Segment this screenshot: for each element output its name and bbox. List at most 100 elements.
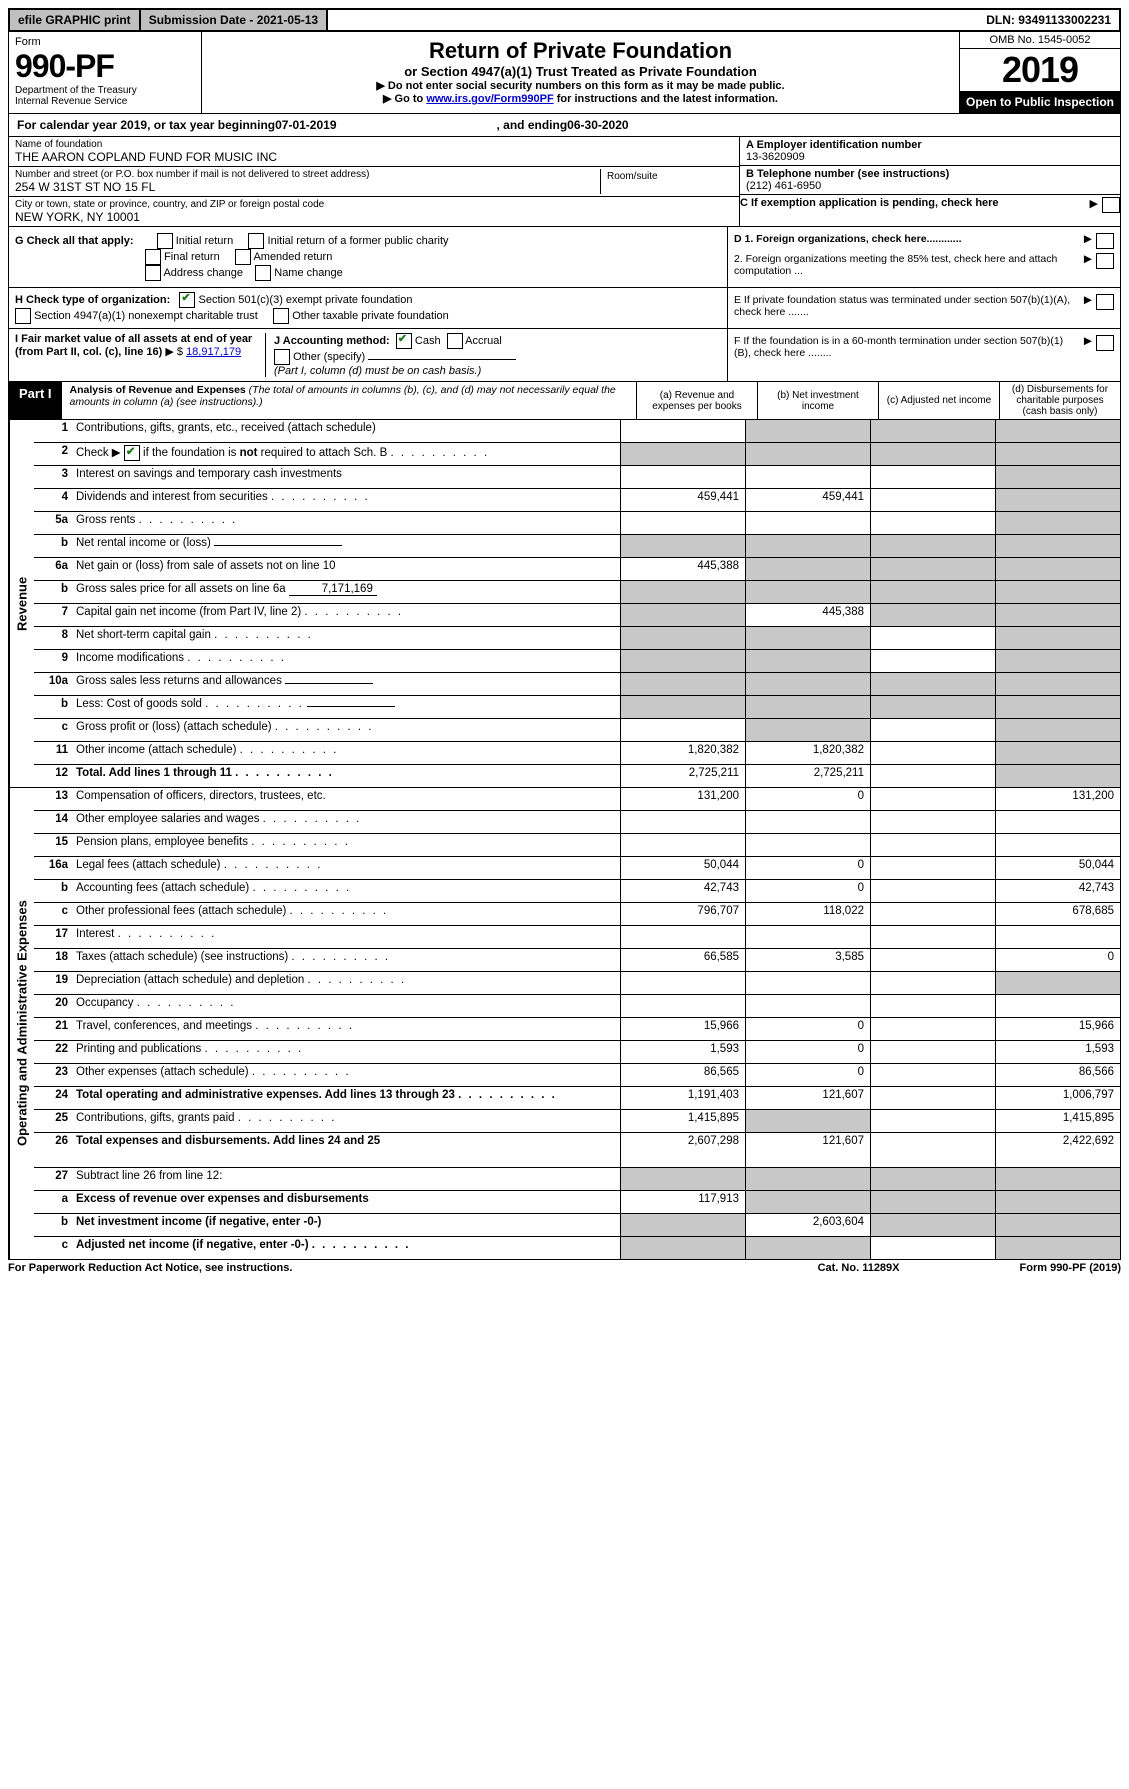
section-g: G Check all that apply: Initial return I…	[8, 227, 1121, 288]
room-suite-label: Room/suite	[601, 169, 733, 194]
submission-date: Submission Date - 2021-05-13	[141, 10, 328, 30]
row-18: Taxes (attach schedule) (see instruction…	[72, 949, 620, 971]
form-header: Form 990-PF Department of the Treasury I…	[8, 32, 1121, 114]
tax-year: 2019	[960, 49, 1120, 91]
row-10c: Gross profit or (loss) (attach schedule)	[72, 719, 620, 741]
g-amended-checkbox[interactable]	[235, 249, 251, 265]
g-label: G Check all that apply:	[15, 235, 134, 247]
col-d-header: (d) Disbursements for charitable purpose…	[999, 382, 1120, 419]
row-6b: Gross sales price for all assets on line…	[72, 581, 620, 603]
row-27b: Net investment income (if negative, ente…	[72, 1214, 620, 1236]
h-501c3-checkbox[interactable]	[179, 292, 195, 308]
e-label: E If private foundation status was termi…	[734, 294, 1080, 318]
revenue-side-label: Revenue	[9, 420, 34, 787]
row-10a: Gross sales less returns and allowances	[72, 673, 620, 695]
top-bar: efile GRAPHIC print Submission Date - 20…	[8, 8, 1121, 32]
row-2-checkbox[interactable]	[124, 445, 140, 461]
row-2: Check ▶ if the foundation is not require…	[72, 443, 620, 465]
d1-label: D 1. Foreign organizations, check here..…	[734, 233, 962, 245]
page-footer: For Paperwork Reduction Act Notice, see …	[8, 1260, 1121, 1274]
d1-checkbox[interactable]	[1096, 233, 1114, 249]
cat-no: Cat. No. 11289X	[818, 1262, 900, 1274]
c-checkbox[interactable]	[1102, 197, 1120, 213]
part1-label: Part I	[9, 382, 62, 419]
foundation-name: THE AARON COPLAND FUND FOR MUSIC INC	[15, 150, 733, 164]
phone-label: B Telephone number (see instructions)	[746, 168, 1114, 180]
g-initial-return-checkbox[interactable]	[157, 233, 173, 249]
section-h: H Check type of organization: Section 50…	[8, 288, 1121, 329]
ein-label: A Employer identification number	[746, 139, 1114, 151]
row-4: Dividends and interest from securities	[72, 489, 620, 511]
d2-checkbox[interactable]	[1096, 253, 1114, 269]
j-accrual-checkbox[interactable]	[447, 333, 463, 349]
form-revision: Form 990-PF (2019)	[1020, 1262, 1121, 1274]
col-a-header: (a) Revenue and expenses per books	[636, 382, 757, 419]
row-10b: Less: Cost of goods sold	[72, 696, 620, 718]
row-20: Occupancy	[72, 995, 620, 1017]
city-state-zip: NEW YORK, NY 10001	[15, 210, 733, 224]
row-11: Other income (attach schedule)	[72, 742, 620, 764]
part1-header: Part I Analysis of Revenue and Expenses …	[8, 382, 1121, 420]
row-16a: Legal fees (attach schedule)	[72, 857, 620, 879]
row-5a: Gross rents	[72, 512, 620, 534]
row-13: Compensation of officers, directors, tru…	[72, 788, 620, 810]
i-fmv-value[interactable]: 18,917,179	[186, 346, 241, 358]
g-address-change-checkbox[interactable]	[145, 265, 161, 281]
revenue-table: Revenue 1Contributions, gifts, grants, e…	[8, 420, 1121, 788]
row-1: Contributions, gifts, grants, etc., rece…	[72, 420, 620, 442]
c-exemption-label: C If exemption application is pending, c…	[740, 197, 1086, 209]
j-label: J Accounting method:	[274, 335, 390, 347]
phone-value: (212) 461-6950	[746, 180, 1114, 192]
form-subtitle: or Section 4947(a)(1) Trust Treated as P…	[208, 64, 953, 79]
j-cash-checkbox[interactable]	[396, 333, 412, 349]
g-name-change-checkbox[interactable]	[255, 265, 271, 281]
calendar-year-row: For calendar year 2019, or tax year begi…	[8, 114, 1121, 137]
e-checkbox[interactable]	[1096, 294, 1114, 310]
dept-irs: Internal Revenue Service	[15, 96, 195, 107]
h-4947-checkbox[interactable]	[15, 308, 31, 324]
j-other-checkbox[interactable]	[274, 349, 290, 365]
row-25: Contributions, gifts, grants paid	[72, 1110, 620, 1132]
row-26: Total expenses and disbursements. Add li…	[72, 1133, 620, 1167]
section-ij: I Fair market value of all assets at end…	[8, 329, 1121, 382]
part1-title: Analysis of Revenue and Expenses	[70, 384, 246, 396]
h-other-taxable-checkbox[interactable]	[273, 308, 289, 324]
omb-number: OMB No. 1545-0052	[960, 32, 1120, 49]
form-label: Form	[15, 36, 195, 48]
expenses-side-label: Operating and Administrative Expenses	[9, 788, 34, 1259]
g-final-return-checkbox[interactable]	[145, 249, 161, 265]
row-12: Total. Add lines 1 through 11	[72, 765, 620, 787]
row-24: Total operating and administrative expen…	[72, 1087, 620, 1109]
f-checkbox[interactable]	[1096, 335, 1114, 351]
entity-info: Name of foundation THE AARON COPLAND FUN…	[8, 137, 1121, 227]
col-c-header: (c) Adjusted net income	[878, 382, 999, 419]
ein-value: 13-3620909	[746, 151, 1114, 163]
open-to-public: Open to Public Inspection	[960, 91, 1120, 113]
row-3: Interest on savings and temporary cash i…	[72, 466, 620, 488]
g-initial-former-checkbox[interactable]	[248, 233, 264, 249]
row-16c: Other professional fees (attach schedule…	[72, 903, 620, 925]
form-note-url: ▶ Go to www.irs.gov/Form990PF for instru…	[208, 92, 953, 105]
d2-label: 2. Foreign organizations meeting the 85%…	[734, 253, 1080, 277]
h-label: H Check type of organization:	[15, 294, 170, 306]
address-label: Number and street (or P.O. box number if…	[15, 169, 600, 180]
row-27a: Excess of revenue over expenses and disb…	[72, 1191, 620, 1213]
dept-treasury: Department of the Treasury	[15, 85, 195, 96]
row-7: Capital gain net income (from Part IV, l…	[72, 604, 620, 626]
row-23: Other expenses (attach schedule)	[72, 1064, 620, 1086]
row-8: Net short-term capital gain	[72, 627, 620, 649]
f-label: F If the foundation is in a 60-month ter…	[734, 335, 1080, 359]
row-17: Interest	[72, 926, 620, 948]
row-6a: Net gain or (loss) from sale of assets n…	[72, 558, 620, 580]
row-14: Other employee salaries and wages	[72, 811, 620, 833]
dln: DLN: 93491133002231	[978, 10, 1119, 30]
row-19: Depreciation (attach schedule) and deple…	[72, 972, 620, 994]
row-27: Subtract line 26 from line 12:	[72, 1168, 620, 1190]
row-15: Pension plans, employee benefits	[72, 834, 620, 856]
row-16b: Accounting fees (attach schedule)	[72, 880, 620, 902]
form990pf-link[interactable]: www.irs.gov/Form990PF	[426, 93, 553, 105]
efile-print-button[interactable]: efile GRAPHIC print	[10, 10, 141, 30]
name-label: Name of foundation	[15, 139, 733, 150]
city-label: City or town, state or province, country…	[15, 199, 733, 210]
j-note: (Part I, column (d) must be on cash basi…	[274, 365, 481, 377]
